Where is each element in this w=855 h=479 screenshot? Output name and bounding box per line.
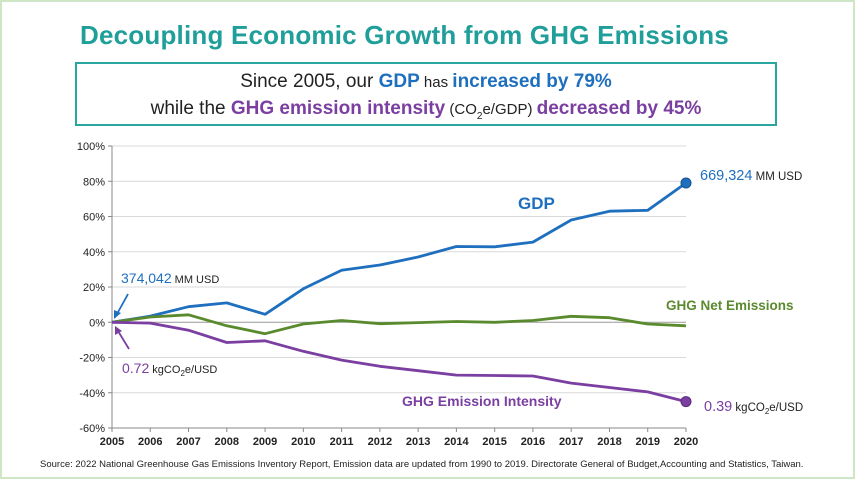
headline-decrease: decreased by 45% bbox=[536, 98, 702, 119]
headline-text-2: while the bbox=[150, 98, 231, 119]
x-tick-label: 2010 bbox=[291, 436, 315, 448]
x-tick-label: 2019 bbox=[635, 436, 659, 448]
headline-paren-b: e/GDP) bbox=[482, 101, 537, 118]
chart-axes: -60%-40%-20%0%20%40%60%80%100%2005 2006 20… bbox=[77, 141, 698, 448]
intensity-end-marker bbox=[680, 396, 692, 408]
gdp-start-arrow bbox=[114, 293, 129, 319]
gdp-start-unit: MM USD bbox=[172, 274, 220, 286]
x-tick-label: 2016 bbox=[521, 436, 545, 448]
series-line-2 bbox=[111, 320, 687, 403]
headline-paren-sub: 2 bbox=[476, 110, 483, 122]
x-tick-label: 2020 bbox=[674, 436, 698, 448]
intensity-arrow-head bbox=[115, 326, 122, 335]
series-line-0 bbox=[111, 181, 687, 324]
headline-line-1: Since 2005, our GDP has increased by 79% bbox=[77, 69, 775, 96]
int-end-unit-a: kgCO bbox=[732, 402, 765, 414]
gdp-series-label: GDP bbox=[518, 194, 555, 213]
y-tick-label: -60% bbox=[79, 423, 105, 435]
slide-title: Decoupling Economic Growth from GHG Emis… bbox=[80, 20, 729, 50]
intensity-series-label: GHG Emission Intensity bbox=[402, 393, 562, 409]
x-tick-label: 2006 bbox=[138, 436, 162, 448]
int-start-unit-sub: 2 bbox=[180, 369, 185, 378]
gdp-start-annotation: 374,042 MM USD bbox=[121, 270, 219, 286]
x-tick-label: 2017 bbox=[559, 436, 583, 448]
int-start-unit-b: e/USD bbox=[185, 364, 217, 376]
int-start-value: 0.72 bbox=[122, 360, 149, 376]
gdp-end-value: 669,324 bbox=[700, 168, 752, 184]
intensity-start-arrow bbox=[115, 326, 130, 350]
int-end-value: 0.39 bbox=[704, 399, 732, 415]
int-start-unit-a: kgCO bbox=[149, 364, 181, 376]
headline-increase: increased by 79% bbox=[452, 71, 612, 92]
y-tick-label: -20% bbox=[79, 353, 105, 365]
headline-text: Since 2005, our bbox=[240, 71, 379, 92]
gdp-end-unit: MM USD bbox=[752, 171, 802, 183]
y-tick-label: 100% bbox=[77, 141, 105, 153]
x-tick-label: 2012 bbox=[368, 436, 392, 448]
int-end-unit-sub: 2 bbox=[765, 407, 770, 416]
y-tick-label: -40% bbox=[79, 388, 105, 400]
x-tick-label: 2015 bbox=[482, 436, 506, 448]
y-tick-label: 20% bbox=[83, 282, 105, 294]
x-tick-label: 2013 bbox=[406, 436, 430, 448]
intensity-start-annotation: 0.72 kgCO2e/USD bbox=[122, 360, 217, 378]
y-tick-label: 80% bbox=[83, 176, 105, 188]
headline-paren-a: (CO bbox=[445, 101, 477, 118]
gdp-start-value: 374,042 bbox=[121, 270, 172, 286]
x-tick-label: 2007 bbox=[176, 436, 200, 448]
gdp-arrow-shaft bbox=[116, 293, 129, 315]
x-tick-label: 2011 bbox=[330, 436, 354, 448]
headline-box: Since 2005, our GDP has increased by 79%… bbox=[75, 62, 777, 126]
x-tick-label: 2005 bbox=[100, 436, 124, 448]
x-tick-label: 2014 bbox=[444, 436, 469, 448]
chart-annotations: GDP GHG Net Emissions GHG Emission Inten… bbox=[114, 168, 803, 416]
x-tick-label: 2018 bbox=[597, 436, 621, 448]
gdp-arrow-head bbox=[114, 310, 121, 319]
headline-gdp: GDP bbox=[378, 71, 420, 92]
source-note: Source: 2022 National Greenhouse Gas Emi… bbox=[40, 459, 804, 470]
series-line-1 bbox=[111, 313, 687, 336]
y-tick-label: 0% bbox=[89, 317, 105, 329]
gdp-end-marker bbox=[680, 177, 692, 189]
y-tick-label: 60% bbox=[83, 212, 105, 224]
intensity-end-annotation: 0.39 kgCO2e/USD bbox=[704, 399, 803, 416]
headline-has: has bbox=[419, 74, 453, 91]
headline-ghg-intensity: GHG emission intensity bbox=[230, 98, 446, 119]
int-end-unit-b: e/USD bbox=[769, 402, 803, 414]
gdp-end-annotation: 669,324 MM USD bbox=[700, 168, 802, 184]
x-tick-label: 2008 bbox=[215, 436, 239, 448]
x-tick-label: 2009 bbox=[253, 436, 277, 448]
y-tick-label: 40% bbox=[83, 247, 105, 259]
chart-series bbox=[111, 177, 692, 408]
intensity-arrow-shaft bbox=[117, 330, 130, 350]
headline-line-2: while the GHG emission intensity (CO2e/G… bbox=[77, 96, 775, 130]
net-series-label: GHG Net Emissions bbox=[666, 298, 794, 313]
